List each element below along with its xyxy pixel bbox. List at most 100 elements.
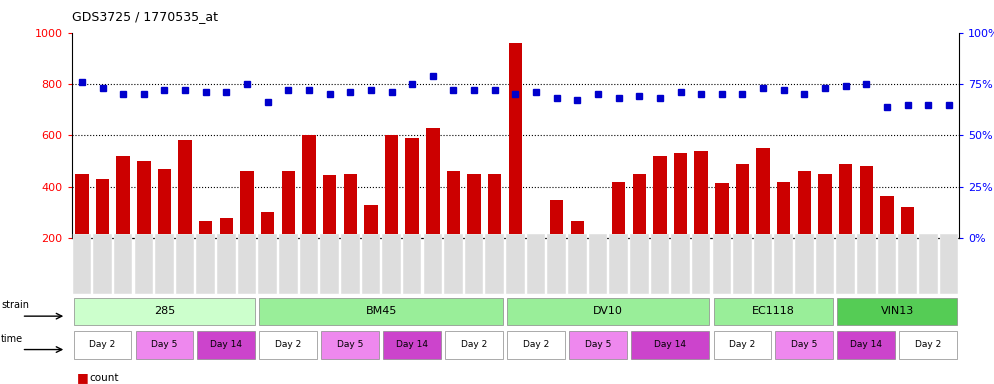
Bar [695,151,708,290]
FancyBboxPatch shape [507,331,565,359]
FancyBboxPatch shape [836,234,855,294]
Bar [281,171,295,290]
FancyBboxPatch shape [320,234,339,294]
FancyBboxPatch shape [857,234,876,294]
FancyBboxPatch shape [506,234,525,294]
Text: BM45: BM45 [366,306,397,316]
FancyBboxPatch shape [631,331,710,359]
FancyBboxPatch shape [384,331,441,359]
Text: 285: 285 [154,306,175,316]
Bar [76,174,88,290]
Bar [777,182,790,290]
Bar [612,182,625,290]
Bar [95,179,109,290]
Bar [137,161,150,290]
Bar [860,166,873,290]
Bar [921,238,935,290]
FancyBboxPatch shape [774,234,793,294]
Text: Day 2: Day 2 [730,340,755,349]
FancyBboxPatch shape [93,234,111,294]
Bar [199,222,213,290]
FancyBboxPatch shape [837,298,957,325]
Bar [632,174,646,290]
FancyBboxPatch shape [423,234,442,294]
Bar [509,43,522,290]
FancyBboxPatch shape [588,234,607,294]
FancyBboxPatch shape [73,234,91,294]
Bar [530,255,543,290]
FancyBboxPatch shape [900,331,957,359]
Text: Day 2: Day 2 [915,340,941,349]
Bar [158,169,171,290]
Bar [715,183,729,290]
Text: Day 5: Day 5 [584,340,611,349]
Bar [220,217,234,290]
Bar [881,196,894,290]
Bar [550,200,564,290]
FancyBboxPatch shape [507,298,710,325]
FancyBboxPatch shape [714,298,833,325]
Text: VIN13: VIN13 [881,306,913,316]
Bar [571,222,584,290]
Text: time: time [1,334,23,344]
FancyBboxPatch shape [630,234,648,294]
Text: DV10: DV10 [593,306,623,316]
Bar [302,136,316,290]
Bar [426,127,439,290]
Bar [736,164,749,290]
FancyBboxPatch shape [816,234,834,294]
FancyBboxPatch shape [899,234,916,294]
FancyBboxPatch shape [568,234,586,294]
FancyBboxPatch shape [714,331,771,359]
Text: Day 5: Day 5 [151,340,178,349]
FancyBboxPatch shape [837,331,896,359]
FancyBboxPatch shape [609,234,628,294]
Text: count: count [89,373,119,383]
Bar [591,251,604,290]
FancyBboxPatch shape [198,331,255,359]
Bar [756,148,769,290]
FancyBboxPatch shape [74,298,255,325]
Text: Day 2: Day 2 [275,340,301,349]
Text: Day 2: Day 2 [89,340,115,349]
Bar [797,171,811,290]
FancyBboxPatch shape [259,331,317,359]
FancyBboxPatch shape [299,234,318,294]
FancyBboxPatch shape [176,234,195,294]
FancyBboxPatch shape [445,331,503,359]
FancyBboxPatch shape [114,234,132,294]
FancyBboxPatch shape [258,234,277,294]
Text: strain: strain [1,300,29,310]
FancyBboxPatch shape [775,331,833,359]
Bar [901,207,914,290]
FancyBboxPatch shape [671,234,690,294]
FancyBboxPatch shape [259,298,503,325]
Bar [323,175,336,290]
FancyBboxPatch shape [135,331,194,359]
Bar [818,174,832,290]
FancyBboxPatch shape [134,234,153,294]
FancyBboxPatch shape [753,234,772,294]
FancyBboxPatch shape [651,234,669,294]
FancyBboxPatch shape [878,234,897,294]
Bar [674,153,687,290]
FancyBboxPatch shape [74,331,131,359]
FancyBboxPatch shape [321,331,379,359]
FancyBboxPatch shape [403,234,421,294]
FancyBboxPatch shape [444,234,463,294]
Bar [364,205,378,290]
Text: Day 14: Day 14 [211,340,243,349]
FancyBboxPatch shape [155,234,174,294]
FancyBboxPatch shape [362,234,380,294]
Bar [406,138,418,290]
FancyBboxPatch shape [569,331,627,359]
FancyBboxPatch shape [341,234,360,294]
FancyBboxPatch shape [795,234,814,294]
FancyBboxPatch shape [465,234,483,294]
Bar [488,174,501,290]
Text: GDS3725 / 1770535_at: GDS3725 / 1770535_at [72,10,218,23]
Text: Day 14: Day 14 [850,340,883,349]
Text: Day 5: Day 5 [337,340,364,349]
FancyBboxPatch shape [713,234,732,294]
FancyBboxPatch shape [692,234,711,294]
